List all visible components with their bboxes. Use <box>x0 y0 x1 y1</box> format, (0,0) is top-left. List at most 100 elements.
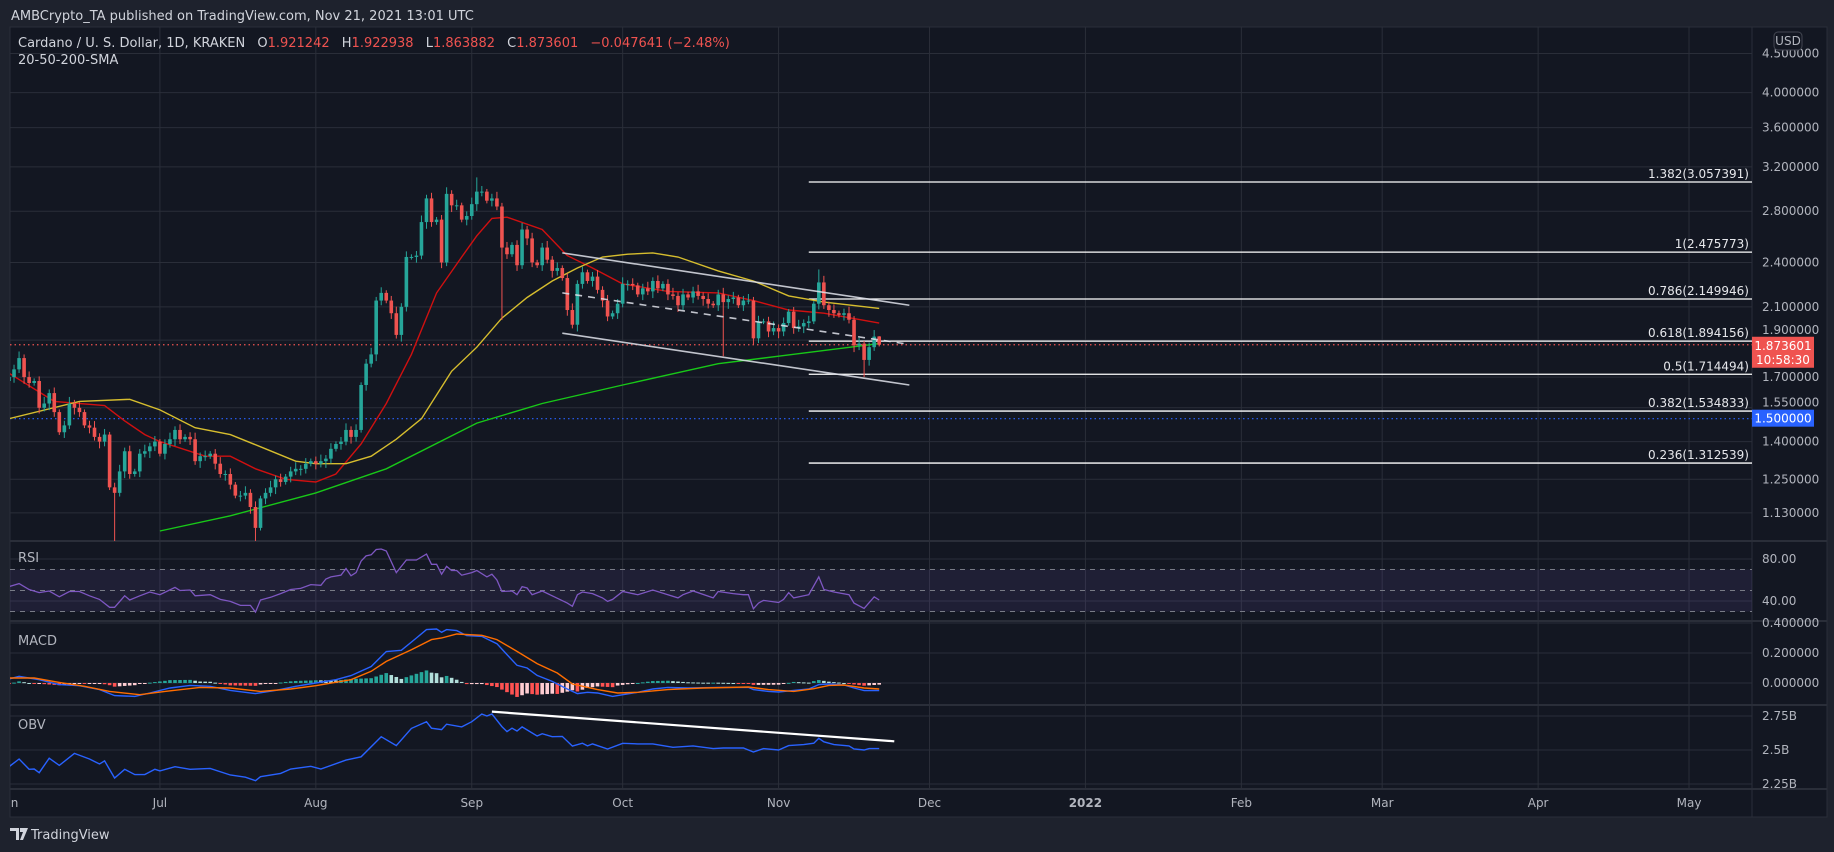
candle-up <box>293 468 298 472</box>
candle-up <box>812 303 816 322</box>
macd-histogram-bar <box>656 680 660 683</box>
macd-histogram-bar <box>72 683 77 684</box>
candle-up <box>625 283 630 285</box>
macd-histogram-bar <box>97 683 102 684</box>
candle-up <box>132 471 137 475</box>
candle-down <box>77 407 82 413</box>
macd-histogram-bar <box>525 683 529 694</box>
macd-histogram-bar <box>781 683 786 684</box>
candle-down <box>701 295 705 300</box>
candle-up <box>137 453 142 472</box>
time-axis-label: Apr <box>1528 796 1549 810</box>
obv-pane-label[interactable]: OBV <box>18 718 46 733</box>
candle-up <box>640 288 645 295</box>
candle-down <box>193 439 197 462</box>
grid-lines <box>10 27 1752 789</box>
candle-up <box>404 256 409 307</box>
candle-down <box>666 283 670 295</box>
macd-pane-label[interactable]: MACD <box>18 634 57 649</box>
indicator-label-sma[interactable]: 20-50-200-SMA <box>18 53 118 68</box>
candle-up <box>399 306 404 335</box>
macd-histogram-bar <box>706 682 710 684</box>
macd-histogram-bar <box>10 683 11 684</box>
macd-histogram-bar <box>439 677 444 683</box>
macd-pane[interactable] <box>7 628 881 698</box>
candle-down <box>57 412 62 433</box>
macd-histogram-bar <box>42 683 47 685</box>
candle-up <box>842 313 846 315</box>
candle-up <box>168 439 172 444</box>
macd-histogram-bar <box>615 683 620 686</box>
time-axis-label: Nov <box>767 796 790 810</box>
legend-low-value: 1.863882 <box>433 36 495 51</box>
macd-histogram-bar <box>625 683 630 685</box>
time-axis[interactable]: Jun Jul Aug Sep Oct Nov Dec 2022 Feb Mar Apr May <box>0 796 1701 810</box>
candle-down <box>188 436 192 440</box>
candle-down <box>495 198 499 207</box>
macd-histogram-bar <box>374 676 378 683</box>
rsi-pane-label[interactable]: RSI <box>18 551 39 566</box>
macd-histogram-bar <box>273 683 278 684</box>
macd-histogram-bar <box>158 681 162 683</box>
time-axis-label: Sep <box>460 796 483 810</box>
macd-histogram-bar <box>82 683 87 684</box>
candle-up <box>263 492 268 499</box>
fib-level-label: 0.618(1.894156) <box>1648 326 1749 340</box>
macd-histogram-bar <box>776 683 781 685</box>
macd-histogram-bar <box>459 681 464 683</box>
macd-histogram-bar <box>218 683 223 684</box>
macd-histogram-bar <box>238 683 243 686</box>
macd-histogram-bar <box>122 683 127 686</box>
price-axis-tick: 1.400000 <box>1762 435 1819 449</box>
candle-down <box>233 484 238 496</box>
candle-up <box>691 291 695 298</box>
candle-down <box>525 229 529 239</box>
time-axis-label: 2022 <box>1069 796 1102 810</box>
macd-histogram-bar <box>540 683 544 695</box>
macd-axis-tick: 0.400000 <box>1762 616 1819 630</box>
fib-level-label: 0.236(1.312539) <box>1648 448 1749 462</box>
macd-histogram-bar <box>203 681 207 683</box>
obv-pane[interactable] <box>9 710 895 782</box>
candle-up <box>122 451 127 472</box>
fib-level-label: 0.5(1.714494) <box>1663 359 1749 373</box>
candle-down <box>696 291 700 296</box>
candle-up <box>319 461 323 464</box>
macd-histogram-bar <box>248 683 253 686</box>
candle-up <box>414 255 419 257</box>
rsi-pane[interactable] <box>9 548 1752 614</box>
candle-up <box>243 492 248 496</box>
rsi-axis-tick: 40.00 <box>1762 594 1796 608</box>
trendline-channel-upper <box>562 252 910 307</box>
macd-histogram-bar <box>751 683 756 685</box>
macd-histogram-bar <box>635 683 640 684</box>
macd-histogram-bar <box>681 681 685 683</box>
price-axis-tick: 4.000000 <box>1762 86 1819 100</box>
macd-histogram-bar <box>127 683 132 686</box>
macd-histogram-bar <box>480 683 484 685</box>
trendline-channel-mid <box>562 292 905 345</box>
tradingview-logo[interactable]: TradingView <box>10 828 110 843</box>
legend-low-label: L <box>426 36 434 51</box>
candle-up <box>268 487 273 493</box>
candle-up <box>454 205 459 207</box>
candle-down <box>877 336 881 345</box>
main-price-pane[interactable]: 1.382(3.057391) 1(2.475773) 0.786(2.149946… <box>7 167 1752 553</box>
obv-axis-tick: 2.5B <box>1762 743 1789 757</box>
macd-histogram-bar <box>812 681 816 683</box>
macd-histogram-bar <box>102 683 107 685</box>
candle-down <box>82 412 87 426</box>
candle-down <box>178 429 182 440</box>
currency-badge[interactable] <box>1773 31 1803 51</box>
macd-histogram-bar <box>92 683 97 684</box>
macd-histogram-bar <box>847 683 851 684</box>
macd-histogram-bar <box>359 678 363 683</box>
candle-up <box>309 461 313 464</box>
candle-up <box>32 381 36 383</box>
candle-up <box>661 283 665 289</box>
candle-up <box>288 471 293 477</box>
macd-histogram-bar <box>32 683 36 684</box>
macd-histogram-bar <box>354 678 358 683</box>
macd-histogram-bar <box>409 675 414 683</box>
